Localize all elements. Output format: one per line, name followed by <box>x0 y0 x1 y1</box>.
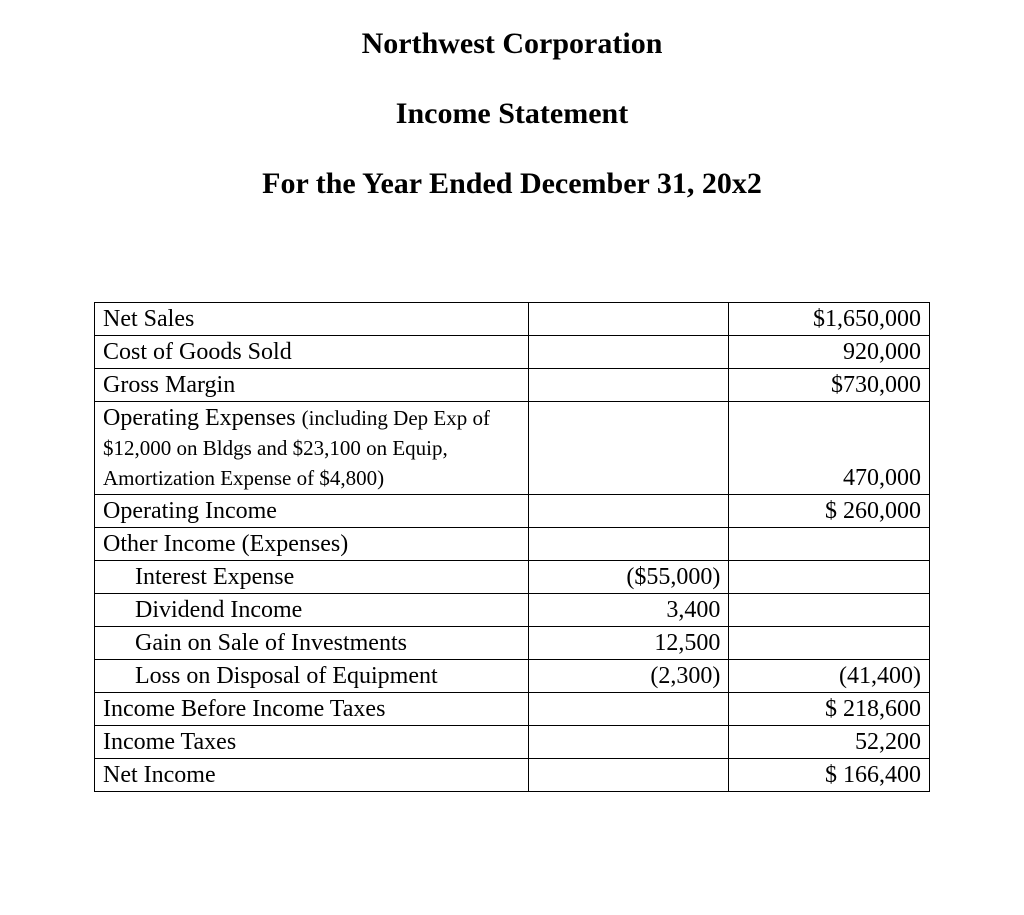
table-row: Cost of Goods Sold 920,000 <box>95 336 930 369</box>
income-statement-table: Net Sales $1,650,000 Cost of Goods Sold … <box>94 302 930 792</box>
income-statement-page: Northwest Corporation Income Statement F… <box>0 0 1024 792</box>
row-col-a <box>528 759 729 792</box>
row-col-b: $1,650,000 <box>729 303 930 336</box>
row-label: Gross Margin <box>95 369 529 402</box>
statement-period: For the Year Ended December 31, 20x2 <box>0 166 1024 202</box>
row-col-a <box>528 402 729 495</box>
row-col-a <box>528 528 729 561</box>
row-col-b: (41,400) <box>729 660 930 693</box>
row-col-b: 470,000 <box>729 402 930 495</box>
income-statement-table-wrap: Net Sales $1,650,000 Cost of Goods Sold … <box>94 302 930 792</box>
row-label: Other Income (Expenses) <box>95 528 529 561</box>
row-label: Net Sales <box>95 303 529 336</box>
table-row: Operating Income $ 260,000 <box>95 495 930 528</box>
row-col-a: (2,300) <box>528 660 729 693</box>
table-row: Loss on Disposal of Equipment (2,300) (4… <box>95 660 930 693</box>
row-col-b: 920,000 <box>729 336 930 369</box>
row-col-b: 52,200 <box>729 726 930 759</box>
row-col-b: $730,000 <box>729 369 930 402</box>
row-label-main: Operating Expenses <box>103 405 302 431</box>
statement-title: Income Statement <box>0 96 1024 132</box>
row-col-a <box>528 693 729 726</box>
row-col-a: 12,500 <box>528 627 729 660</box>
row-label: Dividend Income <box>95 594 529 627</box>
table-row: Dividend Income 3,400 <box>95 594 930 627</box>
table-row: Other Income (Expenses) <box>95 528 930 561</box>
row-col-a <box>528 726 729 759</box>
row-col-b: $ 218,600 <box>729 693 930 726</box>
row-label: Operating Expenses (including Dep Exp of… <box>95 402 529 495</box>
row-label: Operating Income <box>95 495 529 528</box>
row-label: Loss on Disposal of Equipment <box>95 660 529 693</box>
row-col-b <box>729 528 930 561</box>
row-label: Cost of Goods Sold <box>95 336 529 369</box>
row-col-b <box>729 627 930 660</box>
row-label: Income Before Income Taxes <box>95 693 529 726</box>
row-col-b: $ 260,000 <box>729 495 930 528</box>
table-row: Net Sales $1,650,000 <box>95 303 930 336</box>
row-col-b <box>729 594 930 627</box>
table-row: Income Before Income Taxes $ 218,600 <box>95 693 930 726</box>
row-col-a <box>528 369 729 402</box>
table-row: Gain on Sale of Investments 12,500 <box>95 627 930 660</box>
table-row: Net Income $ 166,400 <box>95 759 930 792</box>
row-label: Income Taxes <box>95 726 529 759</box>
row-col-a <box>528 303 729 336</box>
table-row: Income Taxes 52,200 <box>95 726 930 759</box>
table-row: Gross Margin $730,000 <box>95 369 930 402</box>
row-col-a: ($55,000) <box>528 561 729 594</box>
table-row: Interest Expense ($55,000) <box>95 561 930 594</box>
row-label: Interest Expense <box>95 561 529 594</box>
row-col-a: 3,400 <box>528 594 729 627</box>
row-col-b <box>729 561 930 594</box>
row-label: Net Income <box>95 759 529 792</box>
row-col-a <box>528 495 729 528</box>
row-label: Gain on Sale of Investments <box>95 627 529 660</box>
table-row: Operating Expenses (including Dep Exp of… <box>95 402 930 495</box>
row-col-b: $ 166,400 <box>729 759 930 792</box>
row-col-a <box>528 336 729 369</box>
company-name: Northwest Corporation <box>0 26 1024 62</box>
